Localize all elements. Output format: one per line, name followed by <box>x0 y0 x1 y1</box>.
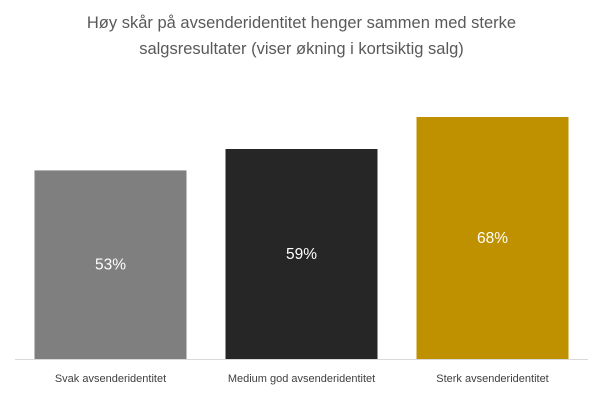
x-tick-label-svak-avsenderidentitet: Svak avsenderidentitet <box>55 373 166 385</box>
data-label-sterk-avsenderidentitet: 68% <box>477 230 508 247</box>
x-tick-label-sterk-avsenderidentitet: Sterk avsenderidentitet <box>436 373 549 385</box>
data-label-medium-god-avsenderidentitet: 59% <box>286 246 317 263</box>
bar-sterk-avsenderidentitet <box>416 117 569 359</box>
chart-title: Høy skår på avsenderidentitet henger sam… <box>0 10 603 62</box>
chart-title-line-2: salgsresultater (viser økning i kortsikt… <box>139 40 464 58</box>
data-label-svak-avsenderidentitet: 53% <box>95 257 126 274</box>
labels-layer: 53% Svak avsenderidentitet 59% Medium god a… <box>55 230 549 385</box>
x-tick-label-medium-god-avsenderidentitet: Medium god avsenderidentitet <box>228 373 375 385</box>
bars-layer <box>34 117 569 359</box>
chart-title-line-1: Høy skår på avsenderidentitet henger sam… <box>86 14 517 32</box>
bar-svak-avsenderidentitet <box>34 170 187 359</box>
bar-medium-god-avsenderidentitet <box>225 149 378 359</box>
